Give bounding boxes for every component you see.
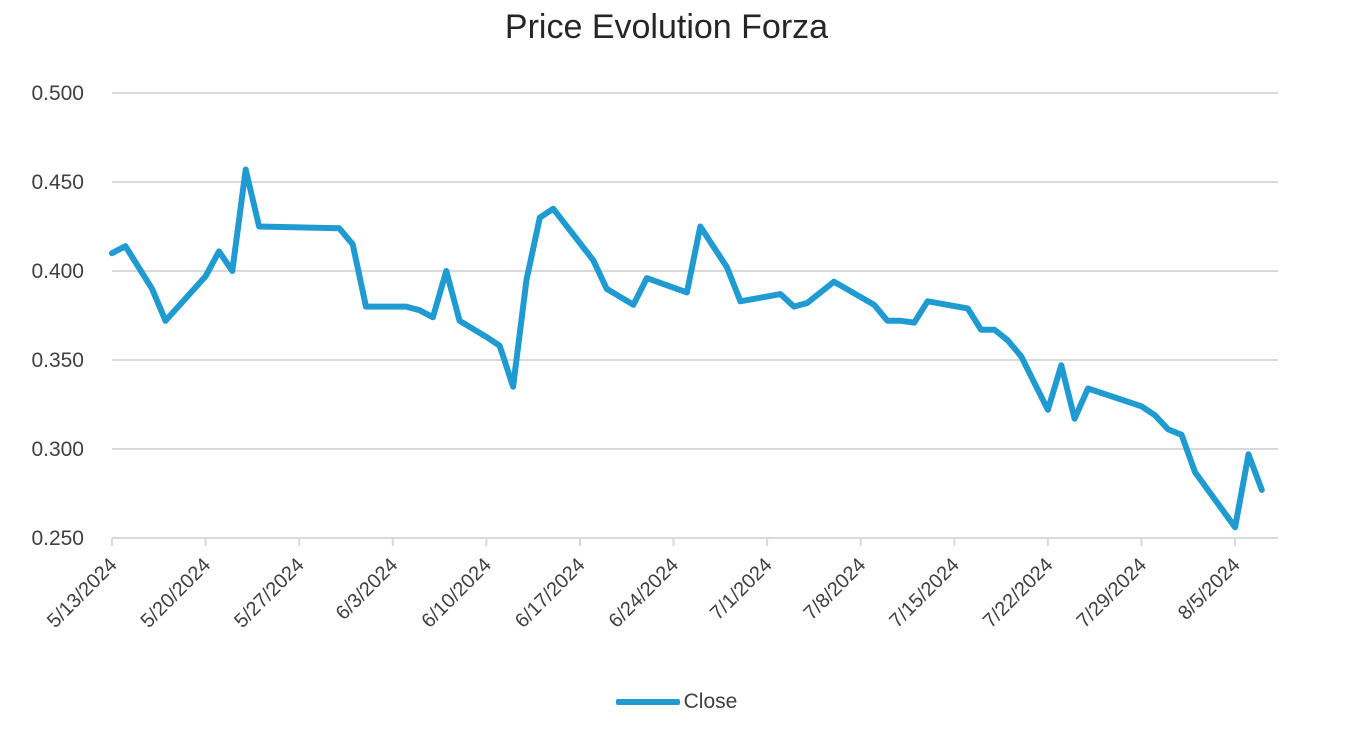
series-line-close xyxy=(109,166,1265,531)
y-tick-label: 0.400 xyxy=(31,260,84,283)
x-axis-tick-labels: 5/13/2024 5/20/2024 5/27/2024 6/3/2024 6/10/… xyxy=(43,554,1245,632)
series-layer xyxy=(109,166,1265,531)
x-tick-label: 5/13/2024 xyxy=(43,554,121,632)
y-tick-label: 0.500 xyxy=(31,82,84,105)
legend-swatch-close xyxy=(615,699,680,705)
x-tick-label: 6/10/2024 xyxy=(417,554,495,632)
x-tick-label: 6/17/2024 xyxy=(511,554,589,632)
y-tick-label: 0.250 xyxy=(31,527,84,550)
x-tick-label: 7/22/2024 xyxy=(979,554,1057,632)
gridlines xyxy=(111,92,1278,546)
y-tick-label: 0.350 xyxy=(31,349,84,372)
y-axis-tick-labels: 0.250 0.300 0.350 0.400 0.450 0.500 xyxy=(31,82,84,550)
legend-label-close: Close xyxy=(683,690,738,713)
x-tick-label: 8/5/2024 xyxy=(1174,554,1245,625)
y-tick-label: 0.300 xyxy=(31,438,84,461)
x-tick-label: 5/20/2024 xyxy=(137,554,215,632)
legend: Close xyxy=(0,690,1353,714)
y-tick-label: 0.450 xyxy=(31,171,84,194)
x-tick-label: 7/1/2024 xyxy=(706,554,777,625)
x-tick-label: 7/15/2024 xyxy=(885,554,963,632)
x-tick-label: 6/24/2024 xyxy=(605,554,683,632)
x-tick-label: 5/27/2024 xyxy=(230,554,308,632)
x-tick-label: 7/29/2024 xyxy=(1073,554,1151,632)
chart-title: Price Evolution Forza xyxy=(504,8,829,46)
x-tick-label: 7/8/2024 xyxy=(800,554,871,625)
x-tick-label: 6/3/2024 xyxy=(332,554,403,625)
